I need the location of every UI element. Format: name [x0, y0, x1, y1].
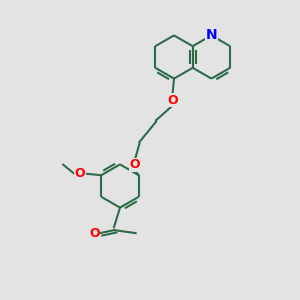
Text: N: N — [206, 28, 217, 42]
Text: O: O — [167, 94, 178, 107]
Text: O: O — [130, 158, 140, 172]
Text: O: O — [74, 167, 85, 180]
Text: O: O — [89, 226, 100, 240]
